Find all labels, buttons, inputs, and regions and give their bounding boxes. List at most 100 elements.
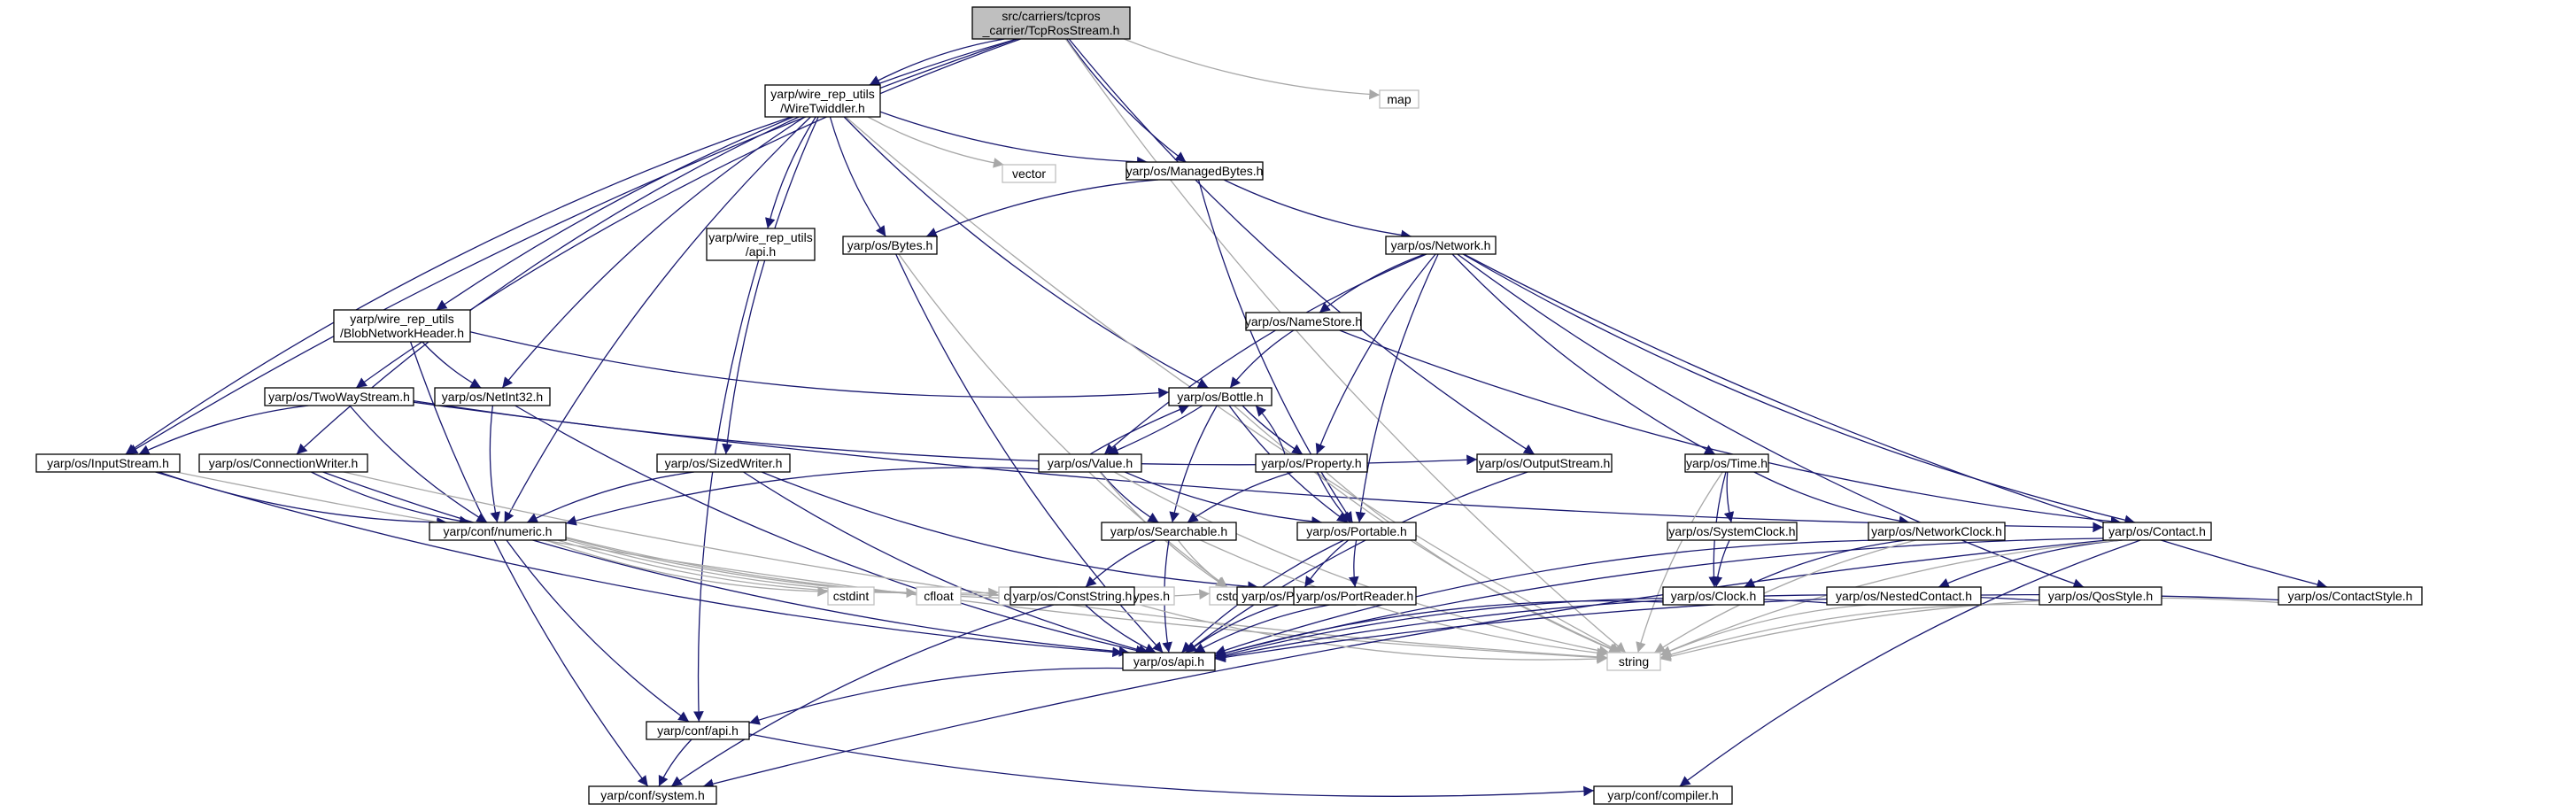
edge-wiretw-to-vector (867, 116, 1004, 168)
edge-sizedwriter-to-portwriter (761, 471, 1258, 592)
node-box (198, 453, 368, 473)
node-label: yarp/os/Contact.h (2108, 524, 2206, 538)
edge-wireapi-to-confapi (693, 259, 760, 723)
edge-contactstyle-to-string (1659, 597, 2279, 662)
edge-value-to-bottle (1089, 405, 1190, 455)
node-label: yarp/os/Bytes.h (847, 238, 933, 252)
node-value[interactable]: yarp/os/Value.h (1038, 453, 1142, 473)
edge-bottle-to-searchable (1169, 405, 1218, 523)
node-box (264, 387, 414, 406)
node-label: yarp/os/SizedWriter.h (665, 456, 783, 470)
node-inputstream[interactable]: yarp/os/InputStream.h (35, 453, 181, 473)
edge-managed-to-network (1223, 179, 1412, 241)
edge-conststring-to-system (670, 604, 1055, 787)
node-box (434, 387, 551, 406)
edge-netint32-to-numeric (489, 405, 501, 523)
node-managed[interactable]: yarp/os/ManagedBytes.h (1126, 161, 1264, 181)
node-property[interactable]: yarp/os/Property.h (1255, 453, 1368, 473)
node-box (842, 236, 938, 255)
node-sizedwriter[interactable]: yarp/os/SizedWriter.h (656, 453, 791, 473)
node-bottle[interactable]: yarp/os/Bottle.h (1168, 387, 1273, 406)
node-outputstream[interactable]: yarp/os/OutputStream.h (1476, 453, 1613, 473)
node-searchable[interactable]: yarp/os/Searchable.h (1101, 522, 1237, 541)
node-sysclock[interactable]: yarp/os/SystemClock.h (1667, 522, 1798, 541)
edge-network-to-value (1103, 253, 1427, 455)
node-box (588, 785, 717, 805)
node-label: _carrier/TcpRosStream.h (982, 23, 1120, 37)
node-box (1010, 586, 1135, 606)
node-osapi[interactable]: yarp/os/api.h (1122, 652, 1216, 671)
edge-confapi-to-compiler (748, 733, 1595, 797)
edge-bottle-to-property (1242, 405, 1303, 455)
node-blobnet[interactable]: yarp/wire_rep_utils/BlobNetworkHeader.h (333, 309, 471, 343)
edge-time-to-string (1636, 471, 1723, 653)
edge-osapi-to-confapi (748, 667, 1124, 725)
edge-qos-to-string (1659, 603, 2040, 660)
node-box (764, 84, 881, 118)
node-connwriter[interactable]: yarp/os/ConnectionWriter.h (198, 453, 368, 473)
edge-netclock-to-clock (1744, 539, 1907, 588)
node-wiretw[interactable]: yarp/wire_rep_utils/WireTwiddler.h (764, 84, 881, 118)
node-network[interactable]: yarp/os/Network.h (1385, 236, 1497, 255)
node-bytes[interactable]: yarp/os/Bytes.h (842, 236, 938, 255)
node-label: src/carriers/tcpros (1002, 9, 1100, 23)
node-label: yarp/os/InputStream.h (47, 456, 169, 470)
edge-network-to-contactstyle (1463, 253, 2328, 590)
node-netint32[interactable]: yarp/os/NetInt32.h (434, 387, 551, 406)
node-portable[interactable]: yarp/os/Portable.h (1296, 522, 1417, 541)
edge-wiretw-to-netint32 (501, 116, 806, 389)
edge-confapi-to-system (658, 739, 692, 787)
edge-connwriter-to-osapi (322, 471, 1130, 657)
node-label: yarp/wire_rep_utils (770, 87, 875, 101)
node-contact[interactable]: yarp/os/Contact.h (2102, 522, 2212, 541)
node-contactstyle[interactable]: yarp/os/ContactStyle.h (2278, 586, 2423, 606)
node-label: vector (1012, 166, 1046, 181)
node-vector: vector (1002, 164, 1056, 183)
node-time[interactable]: yarp/os/Time.h (1684, 453, 1769, 473)
edge-netclock-to-osapi (1214, 539, 1885, 656)
node-label: yarp/os/ConnectionWriter.h (209, 456, 359, 470)
node-label: /WireTwiddler.h (780, 101, 865, 115)
node-nested[interactable]: yarp/os/NestedContact.h (1826, 586, 1982, 606)
node-portreader[interactable]: yarp/os/PortReader.h (1293, 586, 1417, 606)
node-namestore[interactable]: yarp/os/NameStore.h (1245, 312, 1362, 331)
edge-numeric-to-confapi (506, 539, 690, 723)
node-string: string (1606, 652, 1661, 671)
node-box (916, 586, 962, 606)
edge-inputstream-to-osapi (155, 471, 1124, 658)
edge-value-to-searchable (1100, 471, 1159, 523)
node-tcpros[interactable]: src/carriers/tcpros_carrier/TcpRosStream… (971, 6, 1131, 40)
node-confapi[interactable]: yarp/conf/api.h (646, 721, 750, 740)
node-compiler[interactable]: yarp/conf/compiler.h (1593, 785, 1733, 805)
edge-managed-to-portable (1197, 179, 1354, 523)
edge-bottle-to-value (1107, 405, 1203, 455)
edge-nested-to-string (1659, 604, 1868, 656)
node-system[interactable]: yarp/conf/system.h (588, 785, 717, 805)
node-box (1245, 312, 1362, 331)
edge-property-to-string (1325, 471, 1621, 653)
node-box (1255, 453, 1368, 473)
node-conststring[interactable]: yarp/os/ConstString.h (1010, 586, 1135, 606)
node-map: map (1379, 89, 1420, 109)
node-wireapi[interactable]: yarp/wire_rep_utils/api.h (706, 228, 816, 261)
node-qos[interactable]: yarp/os/QosStyle.h (2038, 586, 2162, 606)
node-box (1684, 453, 1769, 473)
node-box (2102, 522, 2212, 541)
node-box (1002, 164, 1056, 183)
node-label: yarp/os/Searchable.h (1110, 524, 1227, 538)
edge-network-to-contact (1462, 253, 2136, 525)
node-box (1126, 161, 1264, 181)
node-box (656, 453, 791, 473)
node-netclock[interactable]: yarp/os/NetworkClock.h (1868, 522, 2006, 541)
node-label: yarp/os/NameStore.h (1245, 314, 1362, 329)
node-label: yarp/conf/numeric.h (444, 524, 553, 538)
node-label: yarp/os/api.h (1133, 654, 1204, 669)
node-twoway[interactable]: yarp/os/TwoWayStream.h (264, 387, 414, 406)
node-numeric[interactable]: yarp/conf/numeric.h (429, 522, 567, 541)
edge-wiretw-to-sizedwriter (722, 116, 819, 455)
node-label: yarp/os/NetInt32.h (442, 390, 543, 404)
node-box (827, 586, 875, 606)
node-label: yarp/os/SystemClock.h (1668, 524, 1795, 538)
node-clock[interactable]: yarp/os/Clock.h (1662, 586, 1765, 606)
